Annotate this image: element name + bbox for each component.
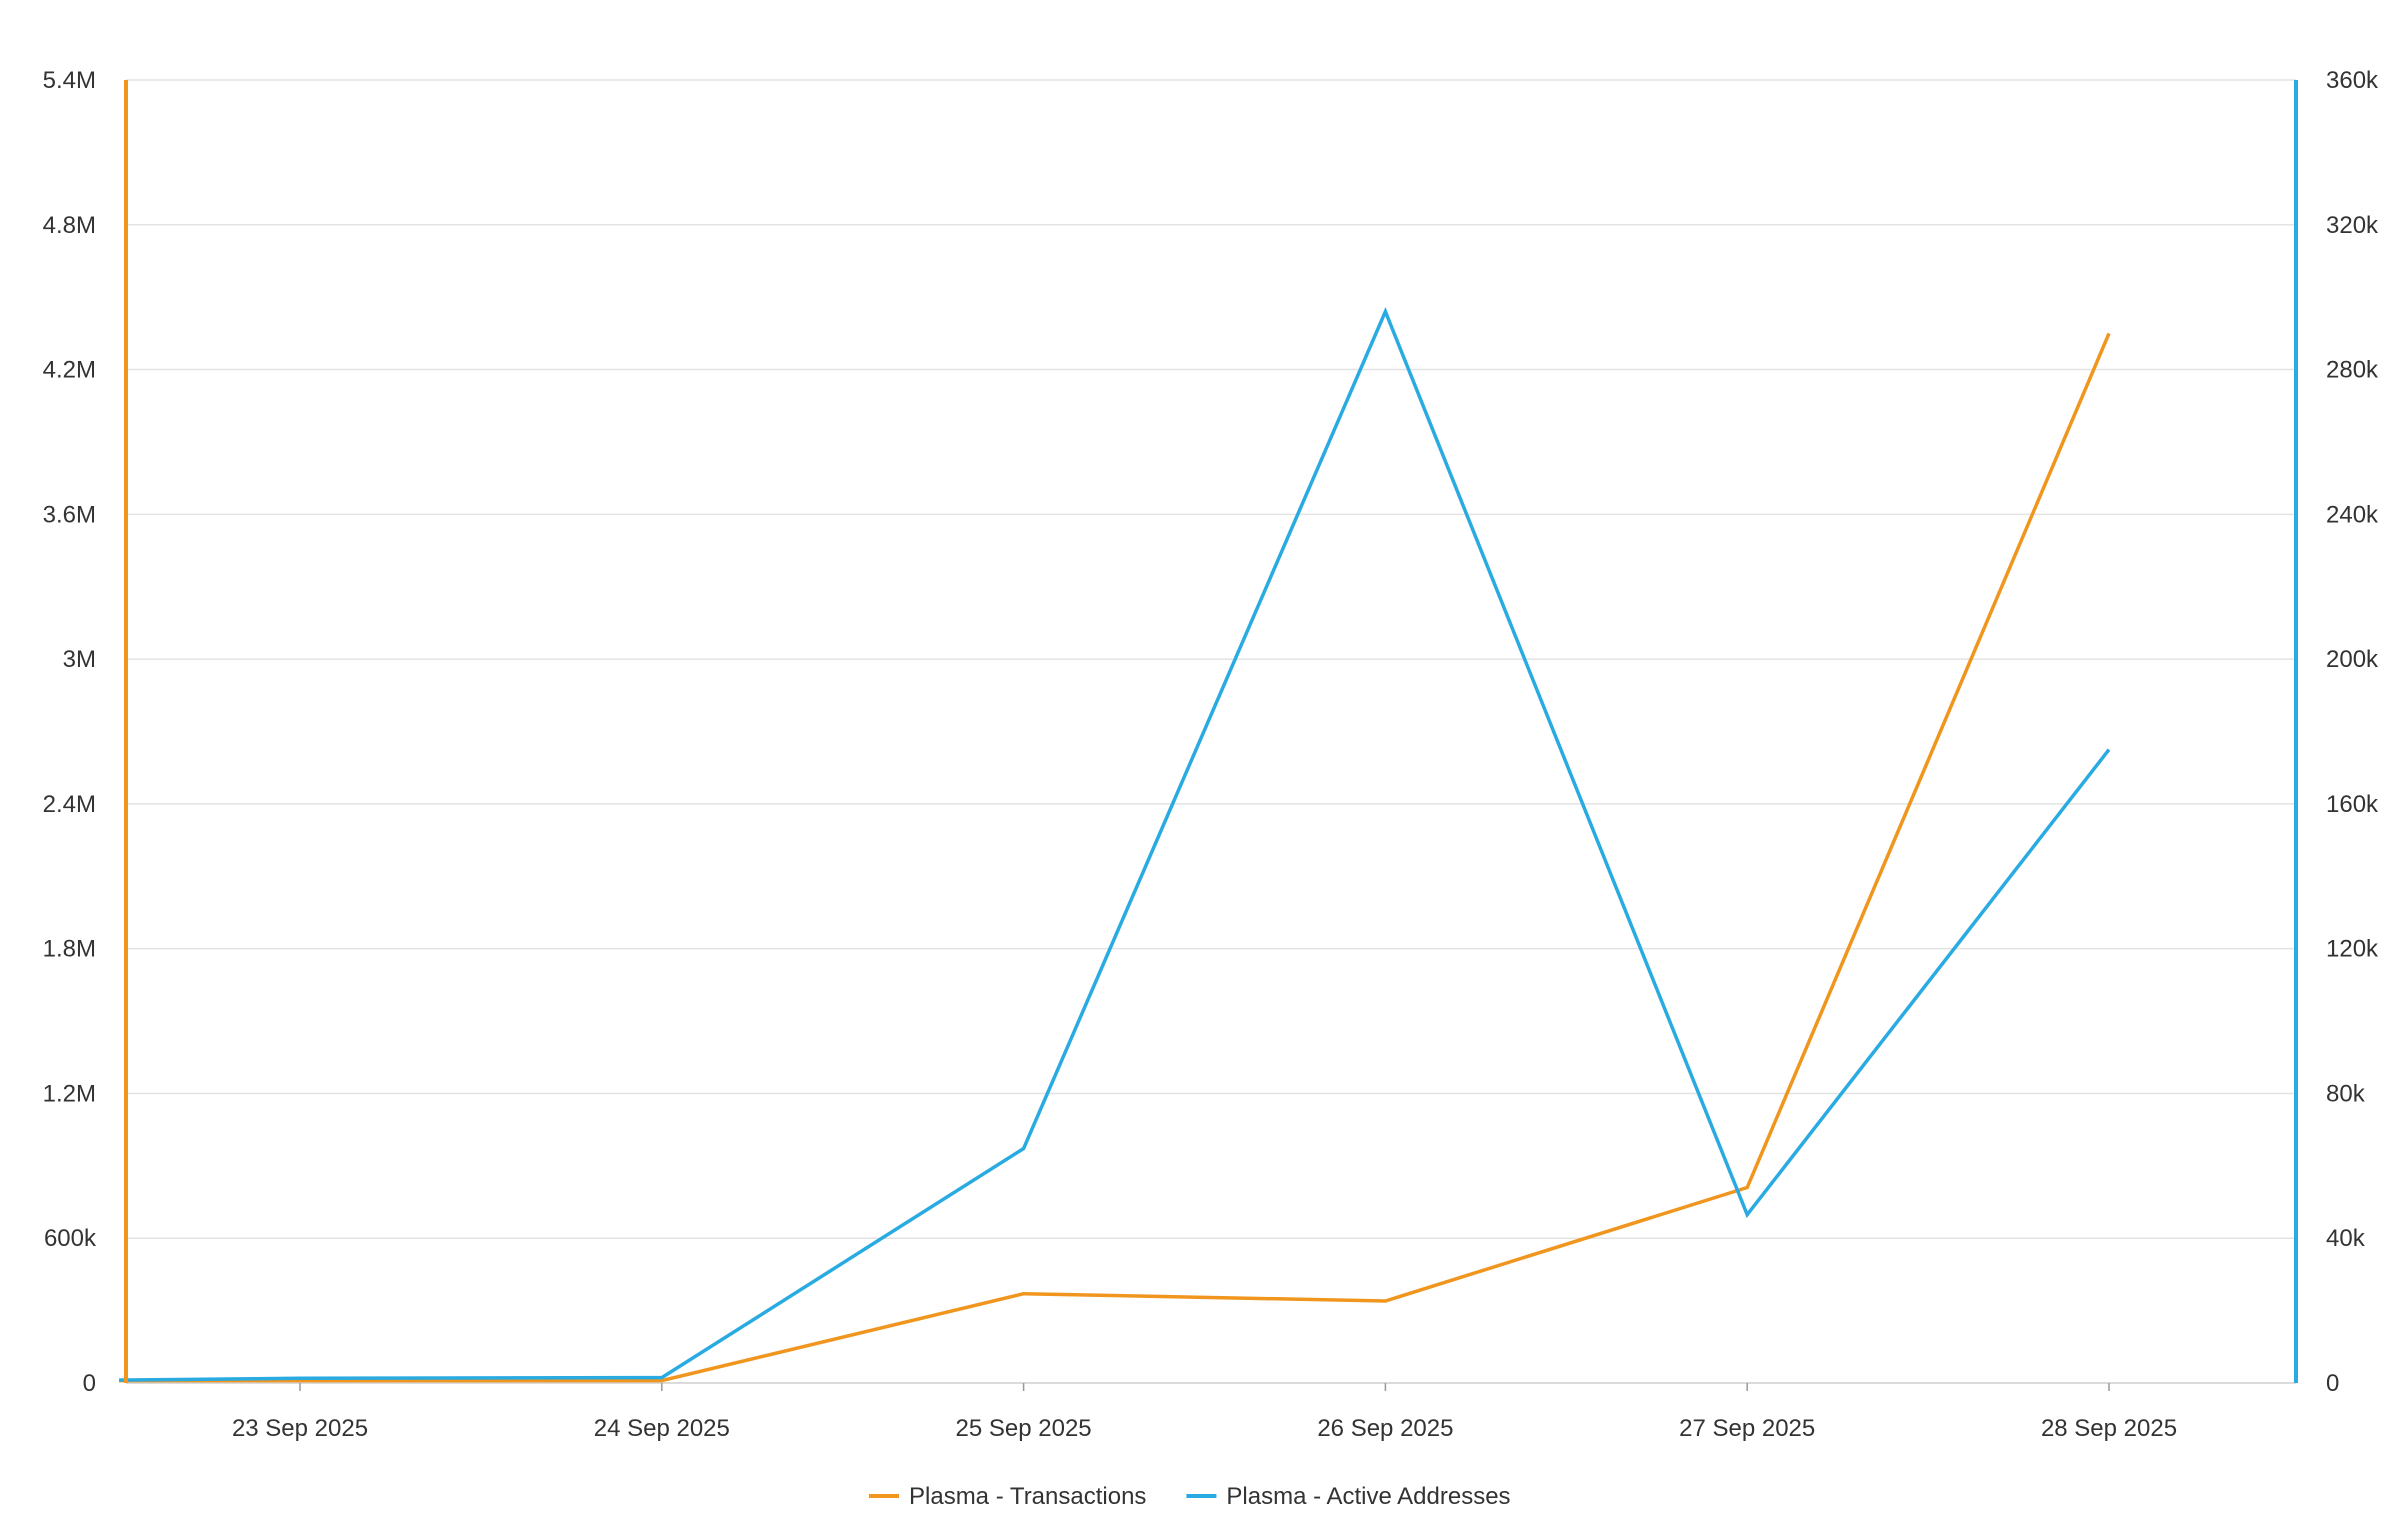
- x-tick-label: 27 Sep 2025: [1679, 1415, 1815, 1442]
- x-tick-label: 24 Sep 2025: [594, 1415, 730, 1442]
- left-tick-label: 4.8M: [43, 212, 96, 239]
- right-tick-label: 280k: [2326, 357, 2379, 384]
- right-tick-label: 0: [2326, 1370, 2339, 1397]
- legend-item[interactable]: Plasma - Transactions: [869, 1483, 1146, 1510]
- series-line-active-addresses: [119, 307, 2111, 1382]
- left-tick-label: 1.8M: [43, 936, 96, 963]
- right-tick-label: 80k: [2326, 1080, 2366, 1107]
- right-tick-label: 360k: [2326, 67, 2379, 94]
- left-tick-label: 2.4M: [43, 791, 96, 818]
- right-tick-label: 240k: [2326, 501, 2379, 528]
- x-axis-ticks: 23 Sep 2025 24 Sep 2025 25 Sep 2025 26 Sep …: [232, 1383, 2177, 1442]
- series-lines: [119, 307, 2111, 1383]
- grid-lines: [126, 79, 2296, 1384]
- right-axis-ticks: 0 40k 80k 120k 160k 200k 240k 280k 320k 360k: [2326, 67, 2379, 1397]
- right-tick-label: 40k: [2326, 1225, 2366, 1252]
- left-tick-label: 4.2M: [43, 357, 96, 384]
- right-tick-label: 120k: [2326, 936, 2379, 963]
- left-tick-label: 600k: [44, 1225, 97, 1252]
- x-tick-label: 23 Sep 2025: [232, 1415, 368, 1442]
- x-tick-label: 26 Sep 2025: [1317, 1415, 1453, 1442]
- legend-label: Plasma - Transactions: [909, 1483, 1146, 1510]
- left-tick-label: 3M: [63, 646, 96, 673]
- legend-item[interactable]: Plasma - Active Addresses: [1186, 1483, 1511, 1510]
- legend-label: Plasma - Active Addresses: [1226, 1483, 1510, 1510]
- left-tick-label: 1.2M: [43, 1080, 96, 1107]
- series-line-transactions: [119, 332, 2111, 1383]
- axes: [124, 80, 2298, 1383]
- left-tick-label: 3.6M: [43, 501, 96, 528]
- x-tick-label: 25 Sep 2025: [956, 1415, 1092, 1442]
- x-tick-label: 28 Sep 2025: [2041, 1415, 2177, 1442]
- left-tick-label: 5.4M: [43, 67, 96, 94]
- left-tick-label: 0: [83, 1370, 96, 1397]
- right-tick-label: 200k: [2326, 646, 2379, 673]
- legend[interactable]: Plasma - Transactions Plasma - Active Add…: [869, 1483, 1511, 1510]
- left-axis-ticks: 0 600k 1.2M 1.8M 2.4M 3M 3.6M 4.2M 4.8M 5.4M: [43, 67, 97, 1397]
- right-tick-label: 160k: [2326, 791, 2379, 818]
- right-tick-label: 320k: [2326, 212, 2379, 239]
